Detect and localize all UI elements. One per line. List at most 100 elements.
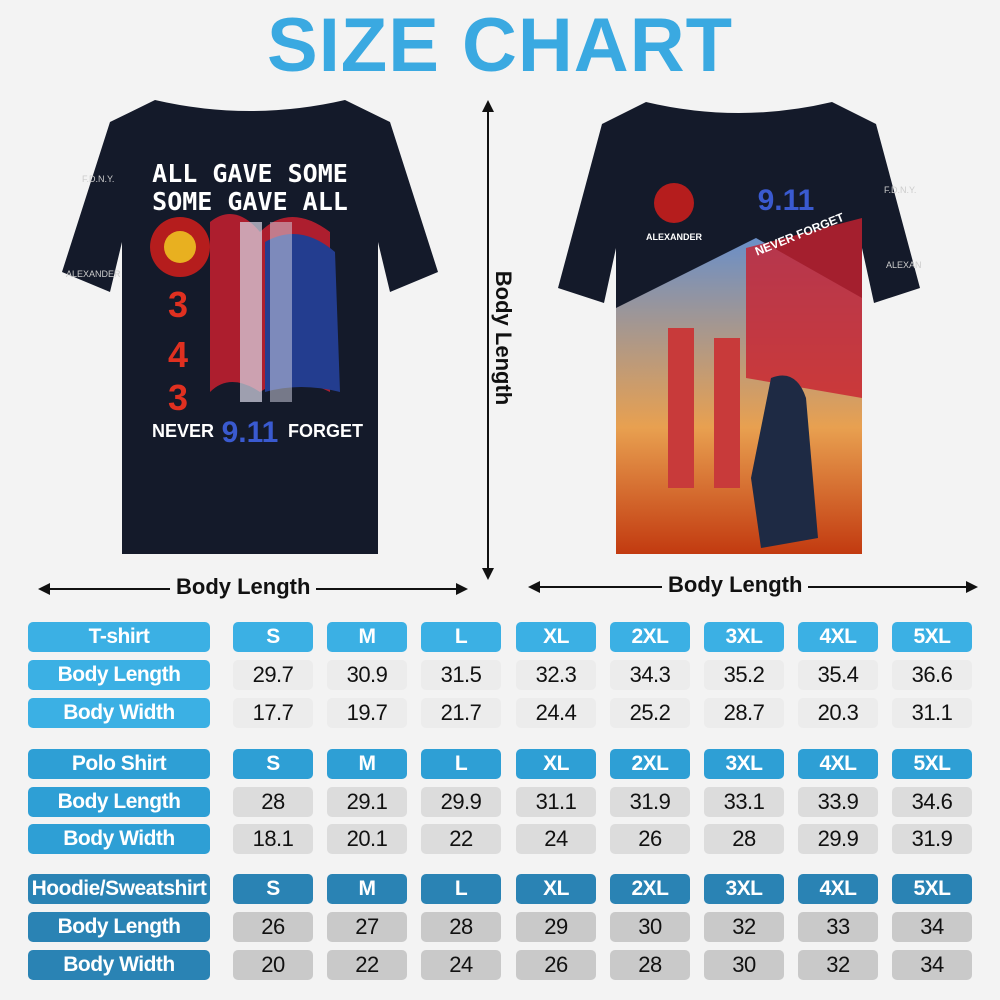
measurement-cell: 26 — [610, 824, 690, 854]
vertical-measure-arrow — [487, 108, 489, 570]
measurement-cell: 28 — [704, 824, 784, 854]
measurement-cell: 31.1 — [516, 787, 596, 817]
arrow-up-icon — [482, 100, 494, 112]
size-header: 2XL — [610, 874, 690, 904]
measurement-cell: 24.4 — [516, 698, 596, 728]
row-label: Body Length — [28, 787, 210, 817]
measurement-cell: 31.5 — [421, 660, 501, 690]
svg-text:3: 3 — [168, 284, 188, 325]
measurement-cell: 31.1 — [892, 698, 972, 728]
size-header: 4XL — [798, 874, 878, 904]
measurement-cell: 31.9 — [892, 824, 972, 854]
measurement-cell: 36.6 — [892, 660, 972, 690]
size-header: 5XL — [892, 874, 972, 904]
measurement-cell: 20.1 — [327, 824, 407, 854]
measurement-cell: 29.7 — [233, 660, 313, 690]
measurement-cell: 34.6 — [892, 787, 972, 817]
measurement-cell: 30.9 — [327, 660, 407, 690]
size-header: S — [233, 622, 313, 652]
row-label: Body Length — [28, 660, 210, 690]
front-name: ALEXANDER — [646, 232, 703, 242]
measurement-cell: 21.7 — [421, 698, 501, 728]
measurement-cell: 33.1 — [704, 787, 784, 817]
measurement-cell: 35.2 — [704, 660, 784, 690]
measurement-cell: 29.9 — [798, 824, 878, 854]
size-header: 4XL — [798, 622, 878, 652]
measurement-cell: 31.9 — [610, 787, 690, 817]
measurement-cell: 33 — [798, 912, 878, 942]
measurement-cell: 32 — [704, 912, 784, 942]
size-header: 2XL — [610, 622, 690, 652]
measurement-cell: 35.4 — [798, 660, 878, 690]
row-label: Body Length — [28, 912, 210, 942]
measurement-cell: 30 — [704, 950, 784, 980]
front-sleeve-name: ALEXANDER — [886, 260, 922, 270]
measurement-cell: 32.3 — [516, 660, 596, 690]
size-header: 3XL — [704, 874, 784, 904]
measurement-cell: 33.9 — [798, 787, 878, 817]
size-header: L — [421, 749, 501, 779]
measurement-cell: 19.7 — [327, 698, 407, 728]
measurement-cell: 18.1 — [233, 824, 313, 854]
size-header: L — [421, 874, 501, 904]
size-header: S — [233, 749, 313, 779]
right-body-length-label: Body Length — [662, 572, 809, 598]
measurement-cell: 30 — [610, 912, 690, 942]
size-header: XL — [516, 749, 596, 779]
measurement-cell: 22 — [327, 950, 407, 980]
measurement-cell: 28 — [233, 787, 313, 817]
page-title: SIZE CHART — [267, 3, 733, 88]
measurement-cell: 28 — [610, 950, 690, 980]
size-header: M — [327, 622, 407, 652]
measurement-cell: 25.2 — [610, 698, 690, 728]
front-date: 9.11 — [758, 184, 815, 217]
row-label: Body Width — [28, 824, 210, 854]
arrow-down-icon — [482, 568, 494, 580]
measurement-cell: 20.3 — [798, 698, 878, 728]
measurement-cell: 34 — [892, 950, 972, 980]
size-header: M — [327, 874, 407, 904]
back-shirt-text-1: ALL GAVE SOME — [152, 159, 348, 188]
measurement-cell: 26 — [516, 950, 596, 980]
size-header: L — [421, 622, 501, 652]
size-header: 5XL — [892, 749, 972, 779]
back-forget: FORGET — [288, 421, 363, 441]
size-header: S — [233, 874, 313, 904]
arrow-left-icon — [528, 581, 540, 593]
svg-text:4: 4 — [168, 334, 188, 375]
vertical-body-length-label: Body Length — [490, 266, 517, 410]
measurement-cell: 26 — [233, 912, 313, 942]
measurement-cell: 32 — [798, 950, 878, 980]
size-header: M — [327, 749, 407, 779]
size-header: 3XL — [704, 749, 784, 779]
table-name: T-shirt — [28, 622, 210, 652]
measurement-cell: 22 — [421, 824, 501, 854]
arrow-right-icon — [456, 583, 468, 595]
measurement-cell: 29 — [516, 912, 596, 942]
row-label: Body Width — [28, 950, 210, 980]
back-shirt-text-2: SOME GAVE ALL — [152, 187, 348, 216]
svg-text:3: 3 — [168, 377, 188, 418]
back-never: NEVER — [152, 421, 214, 441]
size-header: XL — [516, 622, 596, 652]
measurement-cell: 34.3 — [610, 660, 690, 690]
size-header: XL — [516, 874, 596, 904]
back-sleeve-text: F.D.N.Y. — [82, 174, 114, 184]
measurement-cell: 28.7 — [704, 698, 784, 728]
arrow-left-icon — [38, 583, 50, 595]
measurement-cell: 29.9 — [421, 787, 501, 817]
arrow-right-icon — [966, 581, 978, 593]
back-sleeve-name: ALEXANDER — [66, 269, 121, 279]
measurement-cell: 29.1 — [327, 787, 407, 817]
size-header: 4XL — [798, 749, 878, 779]
measurement-cell: 24 — [516, 824, 596, 854]
table-name: Polo Shirt — [28, 749, 210, 779]
size-header: 2XL — [610, 749, 690, 779]
left-body-length-label: Body Length — [170, 574, 317, 600]
measurement-cell: 27 — [327, 912, 407, 942]
size-header: 5XL — [892, 622, 972, 652]
measurement-cell: 24 — [421, 950, 501, 980]
measurement-cell: 17.7 — [233, 698, 313, 728]
back-shirt-image: ALL GAVE SOME SOME GAVE ALL 3 4 3 NEVER … — [62, 100, 438, 554]
measurement-cell: 20 — [233, 950, 313, 980]
